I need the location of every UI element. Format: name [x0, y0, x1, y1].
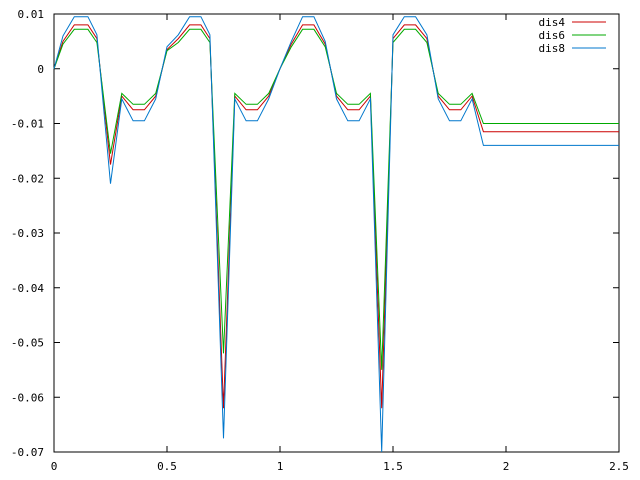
legend-label-dis8: dis8	[539, 42, 566, 55]
legend-label-dis6: dis6	[539, 29, 566, 42]
y-tick-label: 0	[37, 63, 44, 76]
y-tick-label: -0.02	[11, 172, 44, 185]
y-tick-label: 0.01	[18, 8, 45, 21]
x-tick-label: 2.5	[609, 460, 629, 473]
axis-tick-labels: 0.01 0 -0.01 -0.02 -0.03 -0.04 -0.05 -0.06 -0.07…	[11, 8, 629, 473]
legend-label-dis4: dis4	[539, 16, 566, 29]
series-line-dis8	[53, 16, 619, 453]
x-tick-label: 2	[503, 460, 510, 473]
y-tick-label: -0.01	[11, 118, 44, 131]
series-line-dis4	[53, 24, 619, 409]
x-tick-label: 1	[277, 460, 284, 473]
x-tick-label: 1.5	[383, 460, 403, 473]
series-line-dis6	[53, 28, 619, 370]
plot-frame	[53, 13, 620, 453]
y-tick-label: -0.07	[11, 446, 44, 459]
y-tick-label: -0.03	[11, 227, 44, 240]
x-tick-label: 0	[51, 460, 58, 473]
y-tick-label: -0.04	[11, 282, 44, 295]
y-tick-label: -0.06	[11, 391, 44, 404]
y-tick-label: -0.05	[11, 337, 44, 350]
axis-ticks	[53, 13, 620, 453]
x-tick-label: 0.5	[157, 460, 177, 473]
series-lines	[53, 16, 619, 453]
